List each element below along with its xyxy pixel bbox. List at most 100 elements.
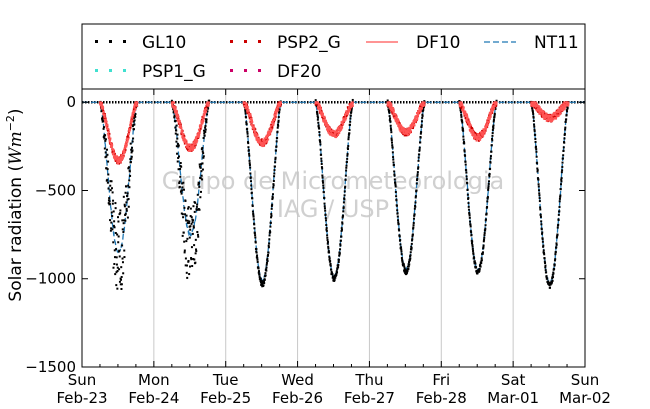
point-GL10 (110, 187, 113, 190)
point-GL10 (262, 284, 265, 287)
point-GL10 (123, 205, 126, 208)
point-GL10 (119, 283, 122, 286)
point-GL10 (187, 207, 190, 210)
point-GL10 (417, 167, 420, 170)
point-GL10 (127, 167, 130, 170)
point-DF10 (473, 137, 476, 140)
point-GL10 (254, 236, 257, 239)
point-DF10 (126, 139, 129, 142)
point-DF10 (490, 107, 493, 110)
point-GL10 (199, 190, 202, 193)
point-GL10 (536, 169, 539, 172)
point-GL10 (473, 260, 476, 263)
point-GL10 (320, 157, 323, 160)
point-GL10 (190, 246, 193, 249)
point-DF10 (389, 102, 392, 105)
point-PSP2_G (277, 107, 280, 110)
point-DF10 (183, 140, 186, 143)
series-NT11 (82, 100, 585, 286)
point-DF10 (550, 115, 553, 118)
point-DF10 (192, 141, 195, 144)
point-GL10 (277, 116, 280, 119)
point-PSP2_G (180, 133, 183, 136)
point-GL10 (483, 232, 486, 235)
point-DF10 (99, 103, 102, 106)
point-GL10 (328, 255, 331, 258)
point-GL10 (408, 261, 411, 264)
point-GL10 (484, 218, 487, 221)
point-DF10 (191, 148, 194, 151)
point-GL10 (259, 279, 262, 282)
y-tick-label: 0 (66, 93, 76, 111)
point-GL10 (244, 108, 247, 111)
point-GL10 (468, 216, 471, 219)
point-DF10 (105, 125, 108, 128)
point-GL10 (394, 190, 397, 193)
point-DF10 (319, 108, 322, 111)
point-GL10 (551, 277, 554, 280)
point-GL10 (412, 217, 415, 220)
point-DF10 (250, 118, 253, 121)
point-GL10 (337, 266, 340, 269)
point-GL10 (531, 111, 534, 114)
point-DF10 (108, 140, 111, 143)
point-DF10 (269, 124, 272, 127)
point-PSP2_G (329, 131, 332, 134)
point-DF10 (539, 108, 542, 111)
point-GL10 (342, 210, 345, 213)
point-DF10 (347, 110, 350, 113)
point-GL10 (344, 174, 347, 177)
point-DF10 (203, 112, 206, 115)
point-GL10 (468, 213, 471, 216)
point-GL10 (125, 201, 128, 204)
point-GL10 (105, 167, 108, 170)
point-GL10 (250, 180, 253, 183)
point-GL10 (472, 249, 475, 252)
point-DF10 (468, 128, 471, 131)
point-GL10 (475, 269, 478, 272)
point-GL10 (329, 260, 332, 263)
point-DF10 (326, 126, 329, 129)
point-GL10 (531, 109, 534, 112)
point-GL10 (202, 156, 205, 159)
point-GL10 (192, 225, 195, 228)
point-GL10 (318, 131, 321, 134)
point-GL10 (185, 240, 188, 243)
point-GL10 (102, 120, 105, 123)
point-DF10 (193, 141, 196, 144)
point-GL10 (255, 250, 258, 253)
point-DF10 (334, 132, 337, 135)
point-DF10 (396, 122, 399, 125)
point-GL10 (255, 247, 258, 250)
point-GL10 (266, 254, 269, 257)
point-DF10 (340, 126, 343, 129)
point-DF10 (325, 124, 328, 127)
point-GL10 (193, 258, 196, 261)
point-GL10 (564, 126, 567, 129)
point-GL10 (549, 286, 552, 289)
point-DF10 (397, 120, 400, 123)
point-DF10 (199, 125, 202, 128)
point-GL10 (124, 213, 127, 216)
point-GL10 (104, 139, 107, 142)
point-GL10 (203, 134, 206, 137)
point-GL10 (105, 155, 108, 158)
point-DF10 (341, 120, 344, 123)
point-GL10 (338, 252, 341, 255)
point-DF10 (122, 152, 125, 155)
point-DF10 (410, 124, 413, 127)
point-DF10 (484, 125, 487, 128)
point-GL10 (314, 99, 317, 102)
point-DF10 (462, 106, 465, 109)
point-GL10 (266, 260, 269, 263)
point-GL10 (111, 228, 114, 231)
point-GL10 (126, 192, 129, 195)
point-GL10 (251, 210, 254, 213)
point-PSP2_G (271, 126, 274, 129)
point-GL10 (557, 213, 560, 216)
point-DF10 (102, 106, 105, 109)
point-GL10 (271, 195, 274, 198)
point-GL10 (554, 258, 557, 261)
point-DF10 (332, 134, 335, 137)
